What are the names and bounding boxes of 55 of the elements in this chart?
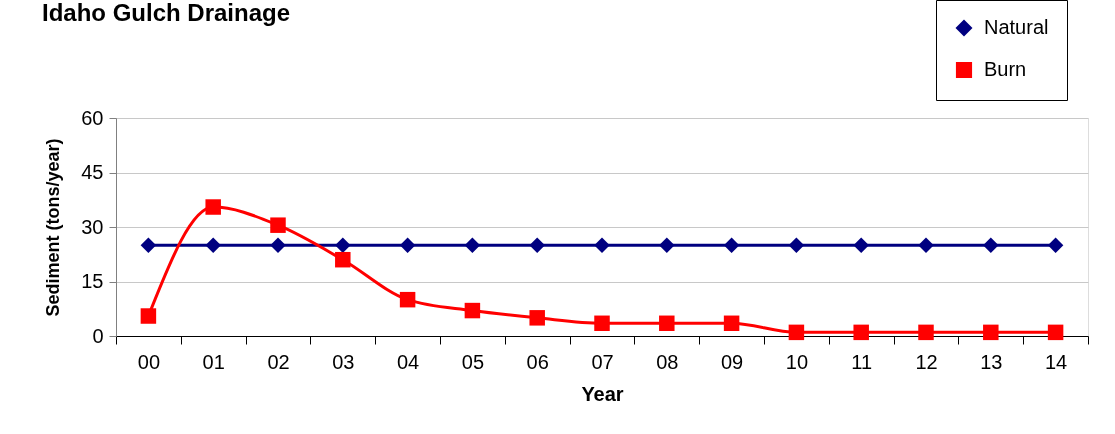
point (983, 324, 999, 341)
point (788, 237, 805, 253)
legend-label: Natural (984, 16, 1049, 38)
chart-title: Idaho Gulch Drainage (42, 0, 291, 26)
x-tick-label: 12 (915, 350, 938, 373)
point (529, 310, 545, 326)
x-tick-label: 07 (591, 350, 614, 373)
y-tick-label: 60 (81, 106, 104, 129)
x-tick-label: 04 (396, 350, 420, 373)
point (659, 237, 675, 253)
x-tick-label: 10 (785, 350, 809, 373)
point (140, 308, 157, 324)
y-tick-label: 30 (81, 215, 104, 238)
point (918, 237, 934, 253)
point (399, 237, 416, 253)
point (1047, 237, 1064, 253)
x-tick-label: 05 (461, 350, 485, 373)
point (983, 237, 999, 253)
point (205, 199, 221, 215)
point (529, 237, 545, 253)
x-tick-label: 08 (656, 350, 679, 373)
x-tick-label: 09 (720, 350, 744, 373)
point (335, 237, 351, 253)
point (1047, 324, 1064, 341)
point (788, 324, 805, 341)
x-tick-label: 01 (202, 350, 225, 373)
y-axis-title: Sediment (tons/year) (43, 138, 64, 317)
point (853, 237, 869, 253)
point (723, 315, 740, 332)
point (594, 237, 610, 253)
point (140, 237, 157, 253)
point (594, 315, 610, 332)
point (399, 291, 416, 308)
point (464, 237, 481, 253)
point (918, 324, 934, 341)
y-tick-label: 0 (92, 324, 104, 347)
point (335, 251, 351, 268)
point (464, 302, 481, 319)
x-tick-label: 03 (332, 350, 355, 373)
x-tick-label: 13 (980, 350, 1003, 373)
x-tick-label: 02 (267, 350, 290, 373)
point (853, 324, 869, 341)
point (270, 237, 286, 253)
x-tick-label: 00 (137, 350, 161, 373)
point (723, 237, 740, 253)
point (659, 315, 675, 332)
y-tick-label: 45 (81, 161, 104, 183)
y-tick-label: 15 (81, 270, 104, 292)
point (205, 237, 221, 253)
point (270, 217, 286, 233)
x-tick-label: 06 (526, 350, 549, 373)
x-tick-label: 14 (1044, 350, 1068, 373)
legend-label: Burn (984, 58, 1027, 80)
x-axis-title: Year (581, 382, 624, 405)
x-tick-label: 11 (851, 350, 873, 373)
